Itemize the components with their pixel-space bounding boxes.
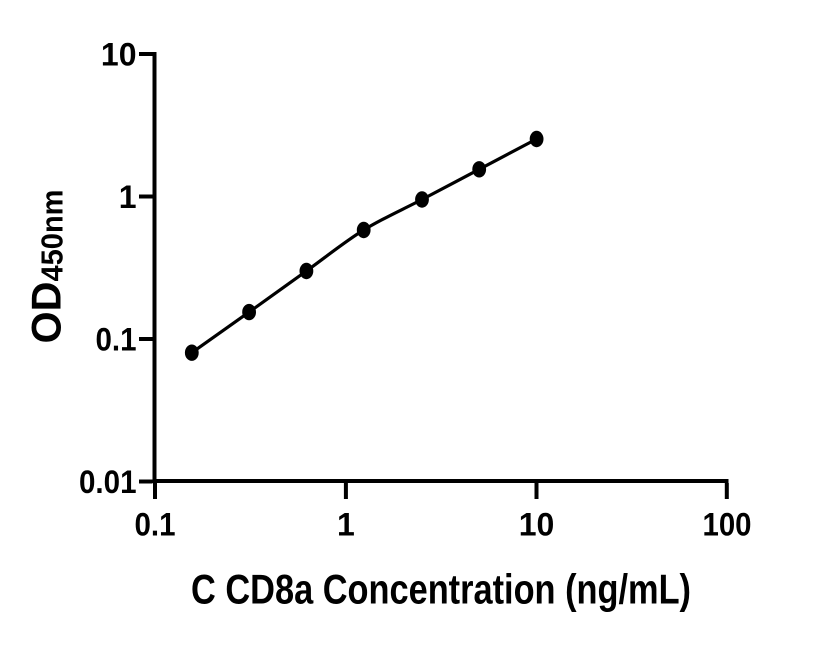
svg-text:10: 10 — [101, 36, 137, 72]
svg-text:10: 10 — [519, 507, 555, 543]
svg-text:0.1: 0.1 — [96, 321, 137, 357]
svg-text:100: 100 — [703, 507, 752, 543]
svg-text:0.1: 0.1 — [135, 507, 176, 543]
svg-text:C CD8a Concentration (ng/mL): C CD8a Concentration (ng/mL) — [191, 566, 691, 613]
svg-text:1: 1 — [337, 507, 355, 543]
svg-text:0.01: 0.01 — [79, 464, 137, 500]
svg-text:1: 1 — [119, 179, 137, 215]
svg-text:OD450nm: OD450nm — [23, 190, 70, 344]
